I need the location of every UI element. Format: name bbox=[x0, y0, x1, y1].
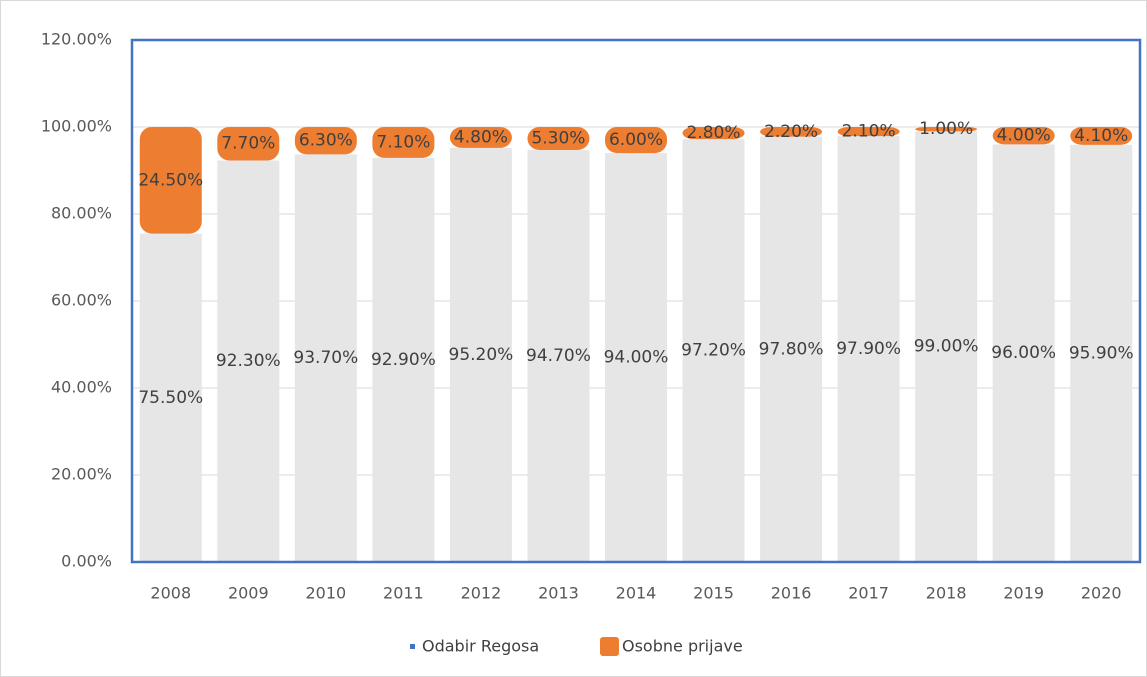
bar-segment bbox=[217, 160, 280, 562]
bar-segment bbox=[1070, 127, 1133, 145]
y-tick-label: 80.00% bbox=[51, 204, 112, 223]
bar-segment bbox=[992, 144, 1055, 562]
data-label: 4.00% bbox=[997, 126, 1051, 146]
data-label: 97.90% bbox=[836, 339, 901, 359]
x-tick-label: 2008 bbox=[150, 584, 191, 603]
data-label: 7.10% bbox=[376, 132, 430, 152]
x-tick-label: 2015 bbox=[693, 584, 734, 603]
bar-segment bbox=[527, 127, 590, 151]
bar-segment bbox=[605, 127, 667, 154]
x-tick-label: 2018 bbox=[926, 584, 967, 603]
legend-marker bbox=[600, 637, 619, 656]
legend-label: Odabir Regosa bbox=[422, 637, 539, 656]
bar-segment bbox=[217, 127, 280, 161]
x-tick-label: 2010 bbox=[305, 584, 346, 603]
bar-segment bbox=[760, 136, 823, 562]
legend-label: Osobne prijave bbox=[622, 637, 743, 656]
data-label: 96.00% bbox=[991, 343, 1056, 363]
data-label: 99.00% bbox=[914, 337, 979, 357]
x-tick-label: 2014 bbox=[616, 584, 657, 603]
bar-segment bbox=[294, 154, 357, 562]
data-label: 97.20% bbox=[681, 341, 746, 361]
data-label: 93.70% bbox=[293, 348, 358, 368]
y-tick-label: 100.00% bbox=[41, 117, 112, 136]
y-tick-label: 40.00% bbox=[51, 378, 112, 397]
data-label: 2.80% bbox=[687, 123, 741, 143]
data-label: 94.70% bbox=[526, 346, 591, 366]
data-label: 24.50% bbox=[138, 170, 203, 190]
data-label: 2.10% bbox=[842, 122, 896, 142]
bar-segment bbox=[682, 139, 745, 562]
data-label: 95.20% bbox=[449, 345, 514, 365]
bar-segment bbox=[372, 127, 435, 158]
data-label: 95.90% bbox=[1069, 343, 1134, 363]
x-tick-label: 2020 bbox=[1081, 584, 1122, 603]
bar-segment bbox=[449, 127, 512, 148]
data-label: 92.30% bbox=[216, 351, 281, 371]
data-label: 1.00% bbox=[919, 119, 973, 139]
data-label: 97.80% bbox=[759, 339, 824, 359]
bar-segment bbox=[527, 150, 590, 562]
bar-segment bbox=[837, 136, 900, 562]
bar-segment bbox=[1070, 144, 1133, 562]
y-tick-label: 20.00% bbox=[51, 465, 112, 484]
y-tick-label: 120.00% bbox=[41, 30, 112, 49]
bar-segment bbox=[915, 127, 978, 132]
data-label: 75.50% bbox=[138, 388, 203, 408]
x-tick-label: 2009 bbox=[228, 584, 269, 603]
x-tick-label: 2011 bbox=[383, 584, 424, 603]
bar-segment bbox=[605, 153, 667, 562]
bar-segment bbox=[760, 127, 823, 137]
x-tick-label: 2016 bbox=[771, 584, 812, 603]
x-tick-label: 2019 bbox=[1003, 584, 1044, 603]
data-label: 2.20% bbox=[764, 122, 818, 142]
data-label: 4.80% bbox=[454, 127, 508, 147]
data-label: 92.90% bbox=[371, 350, 436, 370]
x-tick-label: 2017 bbox=[848, 584, 889, 603]
data-label: 7.70% bbox=[221, 134, 275, 154]
legend-marker bbox=[410, 644, 415, 649]
x-tick-label: 2012 bbox=[461, 584, 502, 603]
bar-segment bbox=[837, 127, 900, 137]
data-label: 5.30% bbox=[531, 129, 585, 149]
data-label: 6.30% bbox=[299, 131, 353, 151]
bar-segment bbox=[294, 127, 357, 155]
y-tick-label: 60.00% bbox=[51, 291, 112, 310]
x-tick-label: 2013 bbox=[538, 584, 579, 603]
bar-segment bbox=[992, 127, 1055, 145]
bar-segment bbox=[372, 157, 435, 562]
data-label: 4.10% bbox=[1074, 126, 1128, 146]
bar-segment bbox=[915, 131, 978, 562]
data-label: 94.00% bbox=[604, 348, 669, 368]
bar-segment bbox=[139, 233, 202, 562]
bar-segment bbox=[139, 127, 202, 234]
bar-segment bbox=[682, 127, 745, 140]
plot-border bbox=[130, 38, 1142, 564]
bar-segment bbox=[449, 147, 512, 562]
y-tick-label: 0.00% bbox=[61, 552, 112, 571]
data-label: 6.00% bbox=[609, 130, 663, 150]
